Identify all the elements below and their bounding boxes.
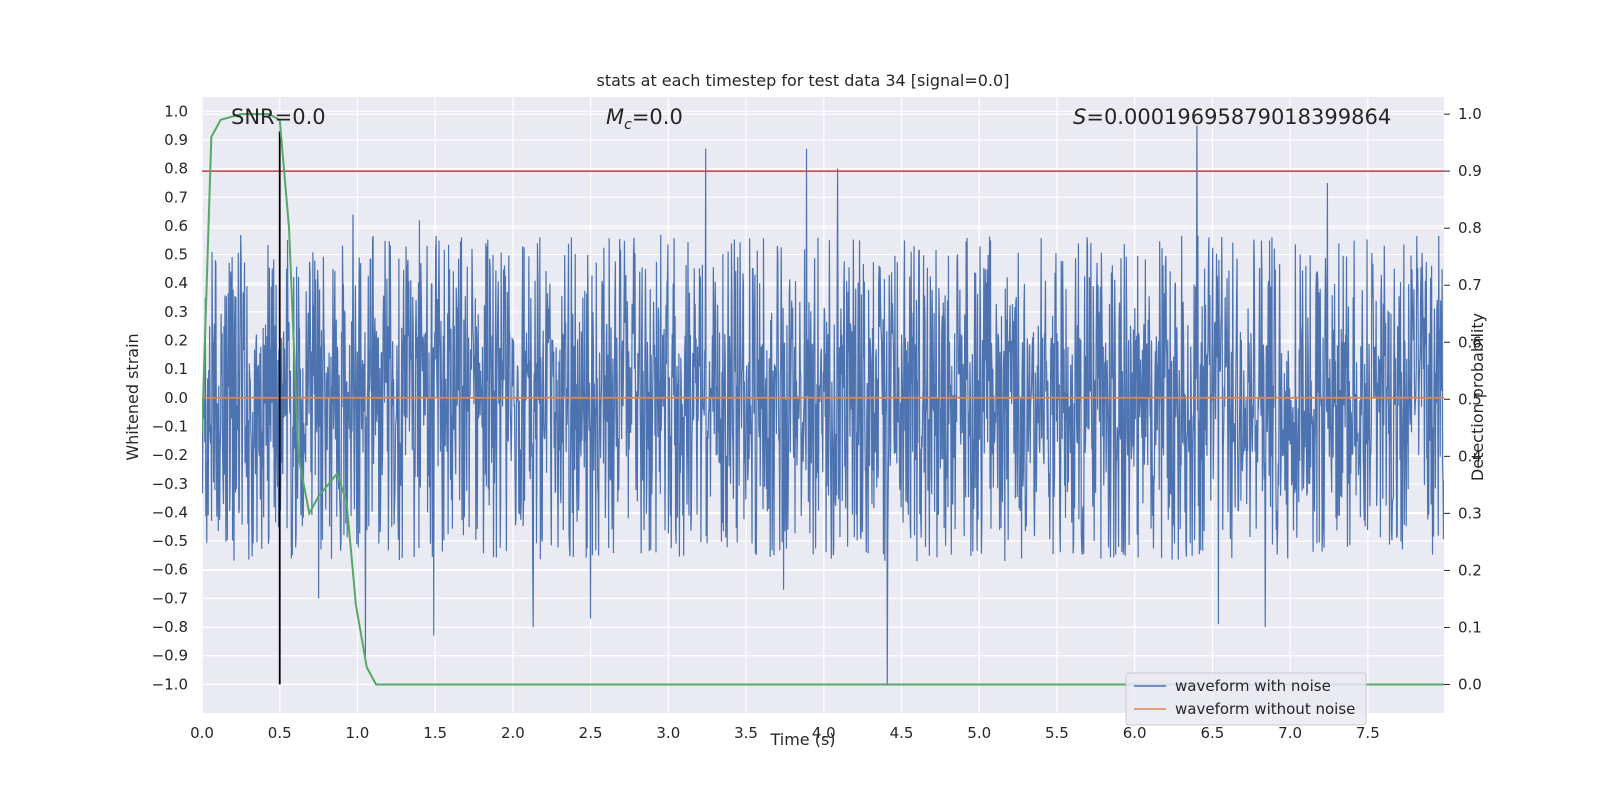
left-tick-label: 0.3 <box>164 303 188 321</box>
left-tick-label: 0.9 <box>164 131 188 149</box>
x-axis-label: Time (s) <box>769 730 835 749</box>
series-layer <box>202 113 1444 686</box>
left-tick-label: 0.1 <box>164 360 188 378</box>
x-tick-label: 2.0 <box>501 724 525 742</box>
x-tick-label: 0.5 <box>268 724 292 742</box>
left-axis-ticks: 1.0 0.9 0.8 0.7 0.6 0.5 0.4 0.3 0.2 0.1 0.0 −0.1 −0.… <box>152 102 188 693</box>
left-tick-label: 0.8 <box>164 160 188 178</box>
x-tick-label: 5.5 <box>1045 724 1069 742</box>
left-tick-label: 0.7 <box>164 188 188 206</box>
left-tick-label: 0.4 <box>164 274 188 292</box>
left-tick-label: −0.3 <box>152 475 188 493</box>
left-tick-label: 0.0 <box>164 389 188 407</box>
left-tick-label: 0.5 <box>164 246 188 264</box>
significance-symbol: S <box>1073 105 1086 129</box>
right-tick-label: 0.6 <box>1458 333 1482 351</box>
right-tick-label: 0.3 <box>1458 504 1482 522</box>
right-tick-label: 0.5 <box>1458 390 1482 408</box>
right-axis-ticks: 0.0 0.1 0.2 0.3 0.4 0.5 0.6 0.7 0.8 0.9 1.0 <box>1444 105 1482 693</box>
significance-value: =0.00019695879018399864 <box>1086 105 1391 129</box>
right-tick-label: 0.0 <box>1458 675 1482 693</box>
right-tick-label: 0.9 <box>1458 162 1482 180</box>
right-tick-label: 0.4 <box>1458 447 1482 465</box>
x-tick-label: 3.0 <box>656 724 680 742</box>
left-tick-label: −0.5 <box>152 532 188 550</box>
left-tick-label: −0.4 <box>152 503 188 521</box>
x-tick-label: 0.0 <box>190 724 214 742</box>
x-axis-ticks: 0.0 0.5 1.0 1.5 2.0 2.5 3.0 3.5 4.0 4.5 5.0 5.5 6.0 6… <box>190 724 1380 742</box>
legend-frame <box>1125 672 1367 726</box>
x-tick-label: 4.0 <box>812 724 836 742</box>
snr-annotation: SNR=0.0 <box>231 105 326 129</box>
x-tick-label: 7.0 <box>1278 724 1302 742</box>
left-axis-label: Whitened strain <box>123 333 142 460</box>
x-tick-label: 4.5 <box>890 724 914 742</box>
chirp-mass-symbol: M <box>606 105 624 129</box>
left-tick-label: −0.7 <box>152 589 188 607</box>
left-tick-label: −0.6 <box>152 561 188 579</box>
left-tick-label: 1.0 <box>164 102 188 120</box>
plot-content <box>202 113 1444 686</box>
legend: waveform with noise waveform without noi… <box>1125 672 1367 726</box>
left-tick-label: 0.2 <box>164 332 188 350</box>
right-tick-label: 1.0 <box>1458 105 1482 123</box>
chirp-mass-value: =0.0 <box>632 105 683 129</box>
right-axis-label: Detection probability <box>1468 313 1487 481</box>
left-tick-label: −0.1 <box>152 417 188 435</box>
series-waveform-with-noise <box>202 125 1444 685</box>
x-tick-label: 6.0 <box>1123 724 1147 742</box>
significance-annotation: S=0.00019695879018399864 <box>1073 105 1391 129</box>
chart-title: stats at each timestep for test data 34 … <box>597 71 1010 90</box>
x-tick-label: 5.0 <box>967 724 991 742</box>
right-tick-label: 0.1 <box>1458 618 1482 636</box>
chirp-mass-subscript: c <box>624 117 632 133</box>
left-tick-label: −0.8 <box>152 618 188 636</box>
x-tick-label: 1.0 <box>346 724 370 742</box>
left-tick-label: −0.2 <box>152 446 188 464</box>
series-detection-probability <box>202 113 1444 686</box>
left-tick-label: −1.0 <box>152 675 188 693</box>
chirp-mass-annotation: Mc=0.0 <box>606 105 683 133</box>
right-tick-label: 0.7 <box>1458 276 1482 294</box>
legend-label-clean: waveform without noise <box>1175 700 1355 718</box>
x-tick-label: 2.5 <box>579 724 603 742</box>
x-tick-label: 3.5 <box>734 724 758 742</box>
x-tick-label: 7.5 <box>1356 724 1380 742</box>
legend-label-noise: waveform with noise <box>1175 677 1331 695</box>
left-tick-label: −0.9 <box>152 647 188 665</box>
x-tick-label: 1.5 <box>423 724 447 742</box>
left-tick-label: 0.6 <box>164 217 188 235</box>
right-tick-label: 0.2 <box>1458 561 1482 579</box>
right-tick-label: 0.8 <box>1458 219 1482 237</box>
x-tick-label: 6.5 <box>1200 724 1224 742</box>
